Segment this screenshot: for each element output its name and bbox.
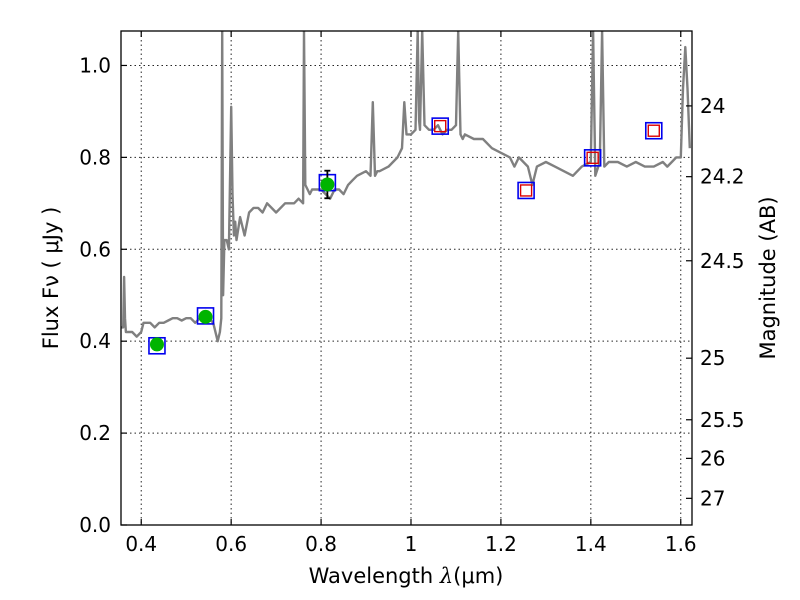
model-box-marker bbox=[196, 307, 215, 325]
model-box-marker bbox=[644, 121, 663, 140]
grid-lines bbox=[121, 31, 692, 526]
mag-tick-label: 26 bbox=[700, 446, 725, 470]
x-axis-label: Wavelength λ(μm) bbox=[309, 564, 504, 588]
x-tick-label: 0.6 bbox=[215, 532, 247, 556]
series-line-model-sed bbox=[121, 31, 691, 343]
mag-tick-label: 27 bbox=[700, 486, 725, 510]
x-tick-label: 1.2 bbox=[485, 532, 517, 556]
upper-limit-marker bbox=[519, 184, 533, 197]
upper-limit-marker bbox=[586, 151, 599, 165]
upper-limit-marker bbox=[434, 119, 447, 133]
axes: 0.4 0.6 0.8 1 1.2 1.4 1.6 0.0 0.2 0.4 0.6 0.8 1.0 24 2… bbox=[79, 31, 745, 556]
mag-tick-label: 24.2 bbox=[700, 165, 745, 189]
x-tick-label: 0.4 bbox=[125, 532, 157, 556]
y-tick-label: 1.0 bbox=[79, 53, 111, 77]
model-box-marker bbox=[517, 181, 535, 200]
y-axis-label: Flux Fν ( μJy ) bbox=[39, 207, 63, 350]
model-box-marker bbox=[583, 149, 602, 167]
plot-frame bbox=[120, 30, 693, 526]
y2-axis-label: Magnitude (AB) bbox=[756, 196, 780, 359]
mag-tick-label: 25 bbox=[700, 346, 725, 370]
observed-point bbox=[320, 177, 335, 192]
mag-tick-label: 24 bbox=[700, 94, 725, 118]
y-tick-label: 0.2 bbox=[79, 421, 111, 445]
mag-tick-label: 24.5 bbox=[700, 249, 745, 273]
x-tick-label: 0.8 bbox=[305, 532, 337, 556]
observed-point bbox=[149, 337, 164, 352]
y-tick-label: 0.6 bbox=[79, 237, 111, 261]
y-tick-label: 0.0 bbox=[79, 513, 111, 537]
x-tick-label: 1 bbox=[405, 532, 418, 556]
y-tick-label: 0.8 bbox=[79, 145, 111, 169]
x-tick-label: 1.4 bbox=[575, 532, 607, 556]
model-box-marker bbox=[431, 117, 450, 135]
observed-point bbox=[198, 309, 213, 324]
mag-tick-label: 25.5 bbox=[700, 408, 745, 432]
y-tick-label: 0.4 bbox=[79, 329, 111, 353]
upper-limit-marker bbox=[647, 124, 660, 137]
plot-area bbox=[121, 31, 691, 355]
x-tick-label: 1.6 bbox=[665, 532, 697, 556]
